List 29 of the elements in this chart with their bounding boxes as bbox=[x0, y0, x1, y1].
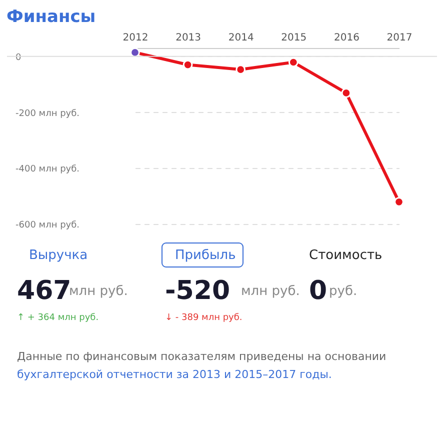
text: Выручка bbox=[29, 248, 88, 263]
point bbox=[236, 64, 246, 74]
text: бухгалтерской отчетности за 2013 и 2015–2017 годы. bbox=[17, 368, 332, 381]
text: 0 bbox=[309, 276, 328, 306]
y-tick-label: -400 млн руб. bbox=[16, 164, 80, 175]
point bbox=[130, 48, 140, 58]
text: Данные по финансовым показателям приведены на основании bbox=[17, 350, 386, 363]
y-tick-label: -200 млн руб. bbox=[16, 108, 80, 119]
text: ↓ - 389 млн руб. bbox=[165, 313, 242, 323]
x-tick-label: 2012 bbox=[122, 32, 148, 44]
text: руб. bbox=[329, 284, 358, 299]
y-tick-label: -600 млн руб. bbox=[16, 220, 80, 230]
text: млн руб. bbox=[69, 284, 128, 299]
point bbox=[182, 60, 193, 70]
chart-title: Финансы bbox=[6, 7, 96, 27]
text: Прибыль bbox=[175, 248, 236, 263]
x-tick-label: 2013 bbox=[176, 32, 202, 44]
point bbox=[341, 88, 352, 98]
point bbox=[394, 197, 404, 207]
x-tick-label: 2014 bbox=[228, 32, 254, 44]
text: Стоимость bbox=[309, 248, 382, 263]
text: 467 bbox=[17, 276, 72, 306]
text: ↑ + 364 млн руб. bbox=[17, 313, 99, 323]
point bbox=[288, 57, 298, 68]
x-tick-label: 2017 bbox=[386, 32, 412, 44]
x-tick-label: 2016 bbox=[334, 32, 360, 44]
x-tick-label: 2015 bbox=[281, 32, 307, 44]
text: -520 bbox=[165, 276, 230, 306]
text: млн руб. bbox=[241, 284, 300, 299]
